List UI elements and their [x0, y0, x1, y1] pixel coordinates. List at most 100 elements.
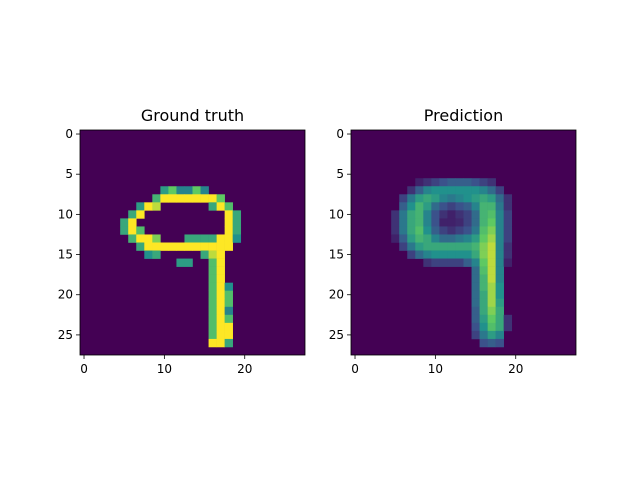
heatmap-cell [224, 282, 233, 292]
heatmap-cell [447, 250, 456, 259]
heatmap-cell [423, 202, 432, 211]
x-tick-label: 10 [428, 362, 443, 376]
heatmap-cell [391, 210, 400, 219]
heatmap-cell [479, 258, 488, 267]
heatmap-cell [487, 210, 496, 219]
heatmap-cell [487, 194, 496, 203]
heatmap-cell [208, 234, 217, 243]
heatmap-cell [439, 250, 448, 259]
heatmap-cell [503, 202, 513, 211]
heatmap-cell [415, 186, 424, 195]
heatmap-cell [487, 226, 496, 235]
heatmap-cell [128, 234, 137, 243]
heatmap-cell [224, 226, 233, 235]
heatmap-cell [216, 306, 225, 316]
heatmap-cell [487, 282, 496, 292]
heatmap-cell [439, 202, 448, 211]
heatmap-cell [487, 306, 496, 316]
heatmap-cell [439, 242, 448, 251]
heatmap-cell [407, 194, 416, 203]
heatmap-cell [216, 202, 225, 211]
heatmap-cell [495, 234, 504, 243]
heatmap-cell [471, 242, 480, 251]
heatmap-cell [487, 322, 496, 332]
heatmap-cell [216, 242, 225, 251]
heatmap-cell [479, 298, 488, 308]
heatmap-cell [495, 290, 504, 300]
heatmap-cell [447, 258, 456, 267]
heatmap-cell [224, 330, 233, 340]
x-tick-label: 20 [508, 362, 523, 376]
heatmap-cell [463, 210, 472, 219]
chart-title: Ground truth [141, 106, 244, 125]
heatmap-cell [160, 242, 169, 251]
heatmap-cell [487, 186, 496, 195]
heatmap-cell [487, 290, 496, 300]
heatmap-cell [503, 218, 513, 227]
heatmap-cell [471, 258, 480, 267]
heatmap-cell [423, 258, 432, 267]
heatmap-cell [479, 202, 488, 211]
heatmap-cell [216, 298, 225, 308]
heatmap-panel-2: Prediction 0 10 20 0 5 10 15 20 25 [329, 106, 577, 376]
heatmap-cell [415, 242, 424, 251]
heatmap-cell [479, 234, 488, 243]
heatmap-cell [455, 210, 464, 219]
heatmap-cell [423, 194, 432, 203]
heatmap-cell [399, 210, 408, 219]
heatmap-cell [407, 250, 416, 259]
heatmap-cell [192, 194, 201, 203]
heatmap-cell [192, 234, 201, 243]
heatmap-cell [216, 314, 225, 324]
heatmap-cell [495, 210, 504, 219]
y-tick-label: 15 [58, 248, 73, 262]
heatmap-cell [487, 298, 496, 308]
heatmap-cell [415, 202, 424, 211]
heatmap-cell [455, 242, 464, 251]
heatmap-cell [208, 290, 217, 300]
heatmap-cell [471, 218, 480, 227]
heatmap-cell [423, 178, 432, 187]
heatmap-cell [455, 218, 464, 227]
heatmap-cell [423, 210, 432, 219]
heatmap-cell [208, 194, 217, 203]
heatmap-cell [455, 250, 464, 259]
heatmap-cell [487, 274, 496, 283]
heatmap-cell [447, 226, 456, 235]
heatmap-cell [208, 298, 217, 308]
heatmap-cell [471, 202, 480, 211]
chart-title: Prediction [424, 106, 503, 125]
heatmap-cell [216, 194, 225, 203]
heatmap-cell [479, 210, 488, 219]
heatmap-cell [176, 242, 185, 251]
heatmap-cell [463, 242, 472, 251]
heatmap-cell [471, 194, 480, 203]
heatmap-cell [495, 314, 504, 324]
heatmap-cell [471, 306, 480, 316]
heatmap-cell [216, 290, 225, 300]
heatmap-cell [415, 178, 424, 187]
heatmap-cell [184, 194, 193, 203]
heatmap-cell [224, 242, 233, 251]
heatmap-cell [128, 218, 137, 227]
heatmap-cell [144, 242, 153, 251]
heatmap-cell [479, 322, 488, 332]
heatmap-cell [224, 338, 233, 348]
heatmap-cell [487, 330, 496, 340]
heatmap-cell [160, 186, 169, 195]
heatmap-cell [479, 314, 488, 324]
heatmap-cell [168, 194, 177, 203]
heatmap-cell [136, 226, 145, 235]
heatmap-cell [431, 226, 440, 235]
heatmap-cell [423, 218, 432, 227]
heatmap-cell [152, 234, 161, 243]
heatmap-cell [152, 250, 161, 259]
heatmap-cell [479, 282, 488, 292]
heatmap-cell [423, 234, 432, 243]
heatmap-cell [192, 186, 201, 195]
heatmap-cell [495, 258, 504, 267]
y-tick-label: 0 [65, 127, 73, 141]
axes-frame [350, 129, 577, 356]
heatmap-cell [415, 210, 424, 219]
